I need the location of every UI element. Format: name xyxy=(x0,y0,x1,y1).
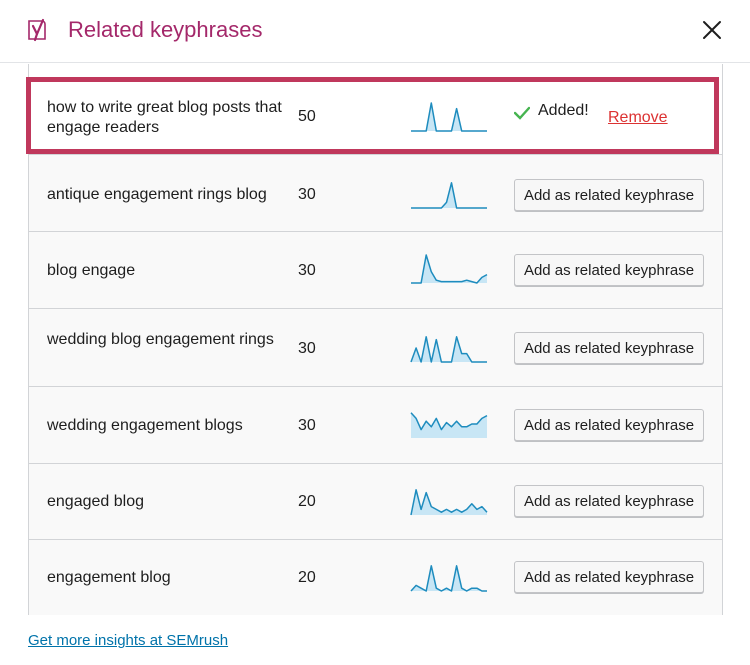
trend-sparkline xyxy=(411,102,487,132)
keyphrase-text: how to write great blog posts that engag… xyxy=(47,99,282,136)
modal-title: Related keyphrases xyxy=(68,17,263,42)
keyphrase-text: engagement blog xyxy=(47,569,171,586)
trend-sparkline xyxy=(411,254,488,284)
table-row: wedding blog engagement rings 30 Add as … xyxy=(29,308,722,386)
checkmark-icon xyxy=(514,106,530,120)
trend-sparkline xyxy=(410,565,487,592)
keyphrase-text: wedding engagement blogs xyxy=(47,417,243,434)
keyphrase-text: antique engagement rings blog xyxy=(47,186,267,203)
search-volume: 30 xyxy=(298,340,316,357)
trend-sparkline xyxy=(411,182,487,209)
search-volume: 30 xyxy=(298,186,316,203)
search-volume: 30 xyxy=(298,417,316,434)
search-volume: 20 xyxy=(298,569,316,586)
sparkline-line xyxy=(410,336,487,363)
table-row: blog engage 30 Add as related keyphrase xyxy=(29,231,722,308)
trend-sparkline xyxy=(410,489,488,516)
sparkline-area xyxy=(411,255,487,283)
yoast-icon xyxy=(28,18,46,42)
add-related-keyphrase-button[interactable]: Add as related keyphrase xyxy=(514,179,704,211)
modal-header: Related keyphrases xyxy=(0,0,750,63)
sparkline-line xyxy=(410,412,488,431)
keyphrase-text: blog engage xyxy=(47,262,136,279)
sparkline-line xyxy=(411,102,487,132)
sparkline-area xyxy=(411,103,487,131)
keyphrase-text: engaged blog xyxy=(47,493,144,510)
table-row: engagement blog 20 Add as related keyphr… xyxy=(29,539,722,615)
trend-sparkline xyxy=(410,336,487,363)
semrush-insights-link[interactable]: Get more insights at SEMrush xyxy=(28,632,229,649)
search-volume: 50 xyxy=(298,108,316,125)
add-related-keyphrase-button[interactable]: Add as related keyphrase xyxy=(514,409,704,441)
table-row: antique engagement rings blog 30 Add as … xyxy=(29,154,722,231)
remove-link[interactable]: Remove xyxy=(608,109,668,126)
add-related-keyphrase-button[interactable]: Add as related keyphrase xyxy=(514,332,704,364)
keyphrase-table: how to write great blog posts that engag… xyxy=(28,64,723,615)
table-row: engaged blog 20 Add as related keyphrase xyxy=(29,463,722,539)
added-label: Added! xyxy=(538,102,589,119)
trend-sparkline xyxy=(410,412,488,438)
sparkline-line xyxy=(411,182,487,209)
search-volume: 20 xyxy=(298,493,316,510)
sparkline-line xyxy=(411,254,488,284)
search-volume: 30 xyxy=(298,262,316,279)
add-related-keyphrase-button[interactable]: Add as related keyphrase xyxy=(514,561,704,593)
keyphrase-text: wedding blog engagement rings xyxy=(47,331,274,348)
add-related-keyphrase-button[interactable]: Add as related keyphrase xyxy=(514,254,704,286)
sparkline-area xyxy=(411,565,487,591)
close-icon[interactable] xyxy=(700,18,724,42)
sparkline-line xyxy=(410,565,487,592)
table-row: wedding engagement blogs 30 Add as relat… xyxy=(29,386,722,463)
sparkline-line xyxy=(410,489,488,516)
add-related-keyphrase-button[interactable]: Add as related keyphrase xyxy=(514,485,704,517)
